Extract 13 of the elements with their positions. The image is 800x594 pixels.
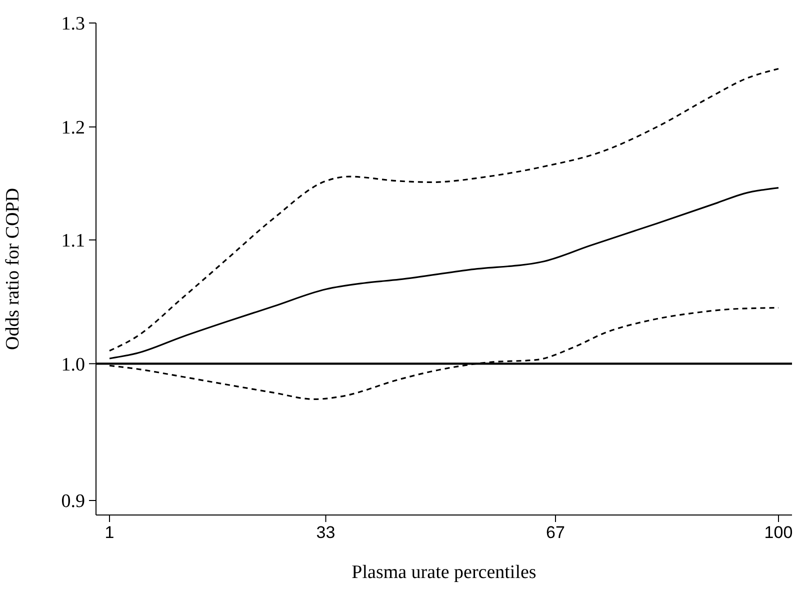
line-series — [108, 187, 780, 360]
x-tick-label: 100 — [764, 523, 793, 542]
y-axis-title: Odds ratio for COPD — [2, 188, 24, 350]
y-tick-label: 1.2 — [61, 118, 85, 139]
y-tick-label: 1.0 — [61, 354, 85, 376]
x-axis-title: Plasma urate percentiles — [352, 562, 536, 583]
line-series — [108, 68, 780, 352]
x-tick-label: 1 — [104, 523, 114, 542]
y-tick-label: 1.3 — [61, 14, 85, 35]
x-tick-label: 33 — [316, 523, 336, 542]
x-tick-label: 67 — [546, 523, 565, 542]
y-tick-label: 1.1 — [61, 230, 85, 252]
y-tick-label: 0.9 — [61, 491, 85, 512]
